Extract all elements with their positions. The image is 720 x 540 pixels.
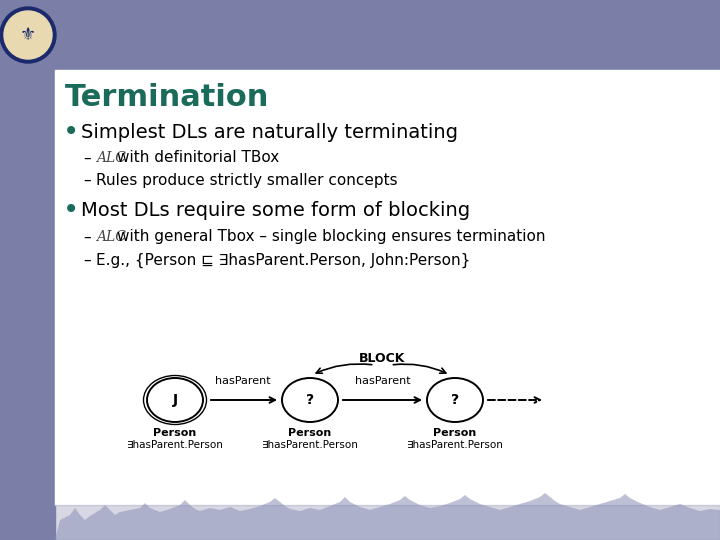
Text: Termination: Termination (65, 84, 269, 112)
Text: ALC: ALC (96, 230, 126, 244)
Text: ALC: ALC (96, 151, 126, 165)
Text: ∃hasParent.Person: ∃hasParent.Person (407, 440, 503, 450)
Circle shape (0, 7, 56, 63)
Text: Simplest DLs are naturally terminating: Simplest DLs are naturally terminating (81, 123, 458, 141)
Text: –: – (83, 230, 91, 245)
Text: BLOCK: BLOCK (359, 352, 405, 365)
Bar (0, 70, 55, 540)
Text: ∃hasParent.Person: ∃hasParent.Person (261, 440, 359, 450)
Bar (0, 0, 720, 70)
Text: •: • (63, 196, 79, 224)
Text: Most DLs require some form of blocking: Most DLs require some form of blocking (81, 200, 470, 219)
Text: Person: Person (289, 428, 332, 438)
Text: J: J (172, 393, 178, 407)
Text: E.g., {Person ⊑ ∃hasParent.Person, John:Person}: E.g., {Person ⊑ ∃hasParent.Person, John:… (96, 252, 470, 268)
Polygon shape (55, 493, 720, 540)
Bar (55, 70, 720, 505)
Text: Person: Person (153, 428, 197, 438)
Text: •: • (63, 118, 79, 146)
Circle shape (4, 11, 52, 59)
Text: with general Tbox – single blocking ensures termination: with general Tbox – single blocking ensu… (117, 230, 546, 245)
Text: hasParent: hasParent (355, 376, 410, 386)
Text: ∃hasParent.Person: ∃hasParent.Person (127, 440, 223, 450)
Ellipse shape (147, 378, 203, 422)
Ellipse shape (282, 378, 338, 422)
Text: –: – (83, 253, 91, 267)
Bar (0, 505, 720, 540)
Text: Rules produce strictly smaller concepts: Rules produce strictly smaller concepts (96, 172, 397, 187)
Text: ?: ? (451, 393, 459, 407)
Text: hasParent: hasParent (215, 376, 270, 386)
Ellipse shape (427, 378, 483, 422)
Text: –: – (83, 151, 91, 165)
Text: Person: Person (433, 428, 477, 438)
Text: with definitorial TBox: with definitorial TBox (117, 151, 279, 165)
Text: ⚜: ⚜ (20, 26, 36, 44)
Text: ?: ? (306, 393, 314, 407)
Text: –: – (83, 172, 91, 187)
